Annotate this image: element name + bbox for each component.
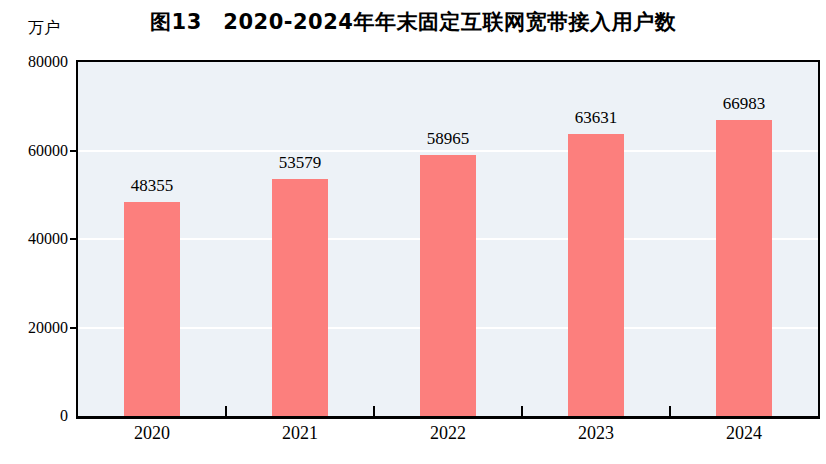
bar-value-label-2023: 63631: [575, 108, 618, 128]
bar-value-label-2021: 53579: [279, 153, 322, 173]
x-axis-label-2020: 2020: [134, 423, 170, 444]
y-axis-label-20000: 20000: [0, 319, 68, 337]
x-tick-2: [373, 406, 375, 416]
x-axis-label-2021: 2021: [282, 423, 318, 444]
y-tick-60000: [70, 150, 78, 152]
chart-title: 图13 2020-2024年年末固定互联网宽带接入用户数: [0, 8, 826, 36]
y-axis-unit-label: 万户: [28, 18, 60, 39]
bar-2021: [272, 179, 329, 416]
x-tick-3: [521, 406, 523, 416]
plot-inner: 48355 53579 58965 63631 66983: [78, 62, 818, 416]
bar-value-label-2022: 58965: [427, 129, 470, 149]
bar-chart-figure: 图13 2020-2024年年末固定互联网宽带接入用户数 万户 48355 535…: [0, 0, 826, 464]
x-axis-labels: 2020 2021 2022 2023 2024: [78, 423, 818, 449]
x-tick-4: [669, 406, 671, 416]
y-tick-20000: [70, 327, 78, 329]
x-axis-label-2022: 2022: [430, 423, 466, 444]
x-axis-label-2024: 2024: [726, 423, 762, 444]
bar-2020: [124, 202, 181, 416]
gridline-60000: [78, 150, 818, 152]
y-axis-label-0: 0: [0, 407, 68, 425]
y-tick-40000: [70, 238, 78, 240]
bar-2024: [716, 120, 773, 416]
bar-2023: [568, 134, 625, 416]
bar-value-label-2020: 48355: [131, 176, 174, 196]
bar-2022: [420, 155, 477, 416]
x-axis-label-2023: 2023: [578, 423, 614, 444]
plot-area: 48355 53579 58965 63631 66983: [76, 60, 820, 419]
bar-value-label-2024: 66983: [723, 94, 766, 114]
x-tick-1: [225, 406, 227, 416]
y-axis-label-60000: 60000: [0, 142, 68, 160]
y-axis-label-80000: 80000: [0, 53, 68, 71]
y-axis-label-40000: 40000: [0, 230, 68, 248]
